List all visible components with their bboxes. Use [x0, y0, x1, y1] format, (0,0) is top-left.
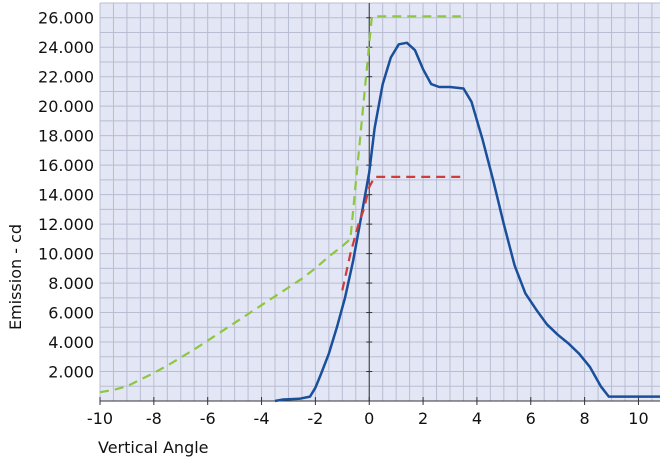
x-tick-label: 6	[526, 409, 536, 428]
grid-lines	[99, 2, 660, 401]
x-tick-label: 2	[418, 409, 428, 428]
y-tick-labels: 2.000 4.000 6.000 8.000 10.000 12.000 14.000 16…	[38, 9, 94, 382]
x-axis-title: Vertical Angle	[98, 438, 209, 457]
y-tick-label: 6.000	[48, 304, 94, 323]
y-tick-label: 8.000	[48, 274, 94, 293]
x-tick-label: 0	[364, 409, 374, 428]
x-tick-label: -6	[200, 409, 216, 428]
y-tick-label: 4.000	[48, 333, 94, 352]
y-tick-label: 2.000	[48, 363, 94, 382]
series-line-1	[274, 41, 660, 403]
x-tick-label: 8	[580, 409, 590, 428]
y-tick-label: 22.000	[38, 68, 94, 87]
x-tick-label: 4	[472, 409, 482, 428]
y-tick-label: 12.000	[38, 215, 94, 234]
x-tick-label: 10	[628, 409, 648, 428]
series-line-3	[341, 175, 461, 291]
y-tick-label: 10.000	[38, 245, 94, 264]
y-axis-title: Emission - cd	[6, 224, 25, 330]
plot-area	[100, 3, 660, 401]
axes	[99, 3, 660, 405]
y-tick-label: 26.000	[38, 9, 94, 28]
y-tick-label: 14.000	[38, 186, 94, 205]
x-tick-labels: -10 -8 -6 -4 -2 0 2 4 6 8 10	[87, 409, 649, 428]
x-tick-label: -4	[254, 409, 270, 428]
y-tick-label: 20.000	[38, 97, 94, 116]
x-tick-label: -2	[307, 409, 323, 428]
x-tick-label: -8	[146, 409, 162, 428]
y-tick-label: 24.000	[38, 38, 94, 57]
series-layer	[99, 15, 660, 403]
y-tick-label: 18.000	[38, 127, 94, 146]
series-line-2	[99, 15, 461, 394]
y-tick-label: 16.000	[38, 156, 94, 175]
x-tick-label: -10	[87, 409, 113, 428]
